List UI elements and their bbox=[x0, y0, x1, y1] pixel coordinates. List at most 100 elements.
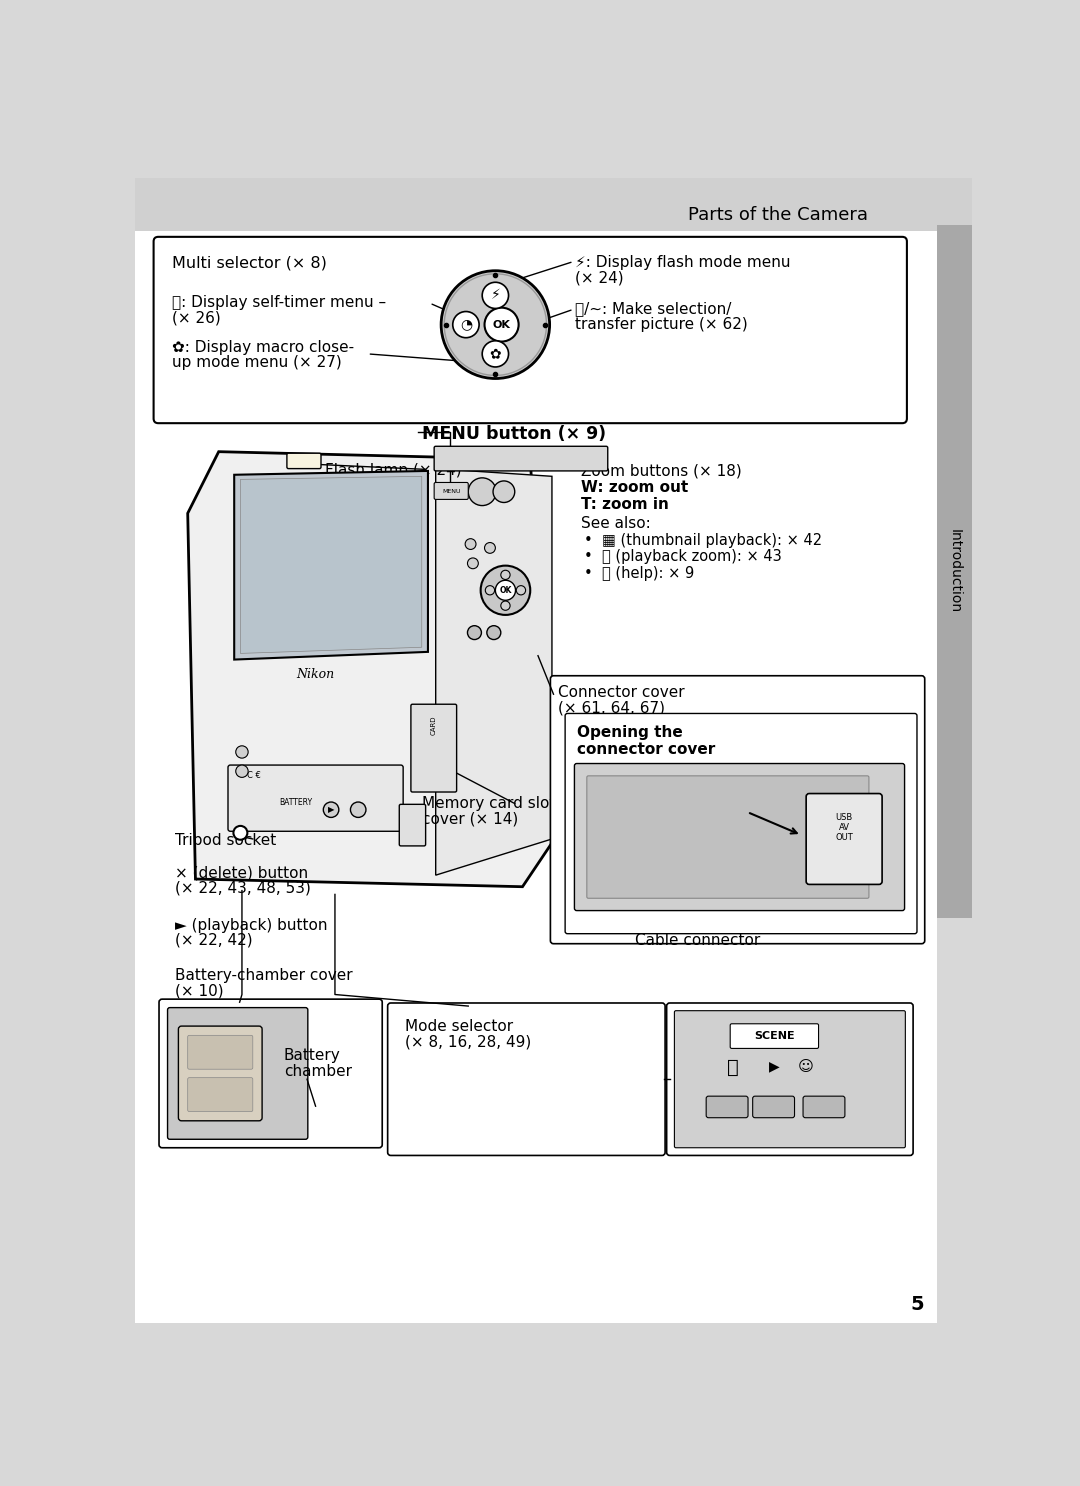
FancyBboxPatch shape bbox=[434, 483, 469, 499]
FancyBboxPatch shape bbox=[188, 1036, 253, 1070]
Polygon shape bbox=[241, 477, 422, 654]
Circle shape bbox=[468, 557, 478, 569]
Circle shape bbox=[496, 580, 515, 600]
Circle shape bbox=[468, 626, 482, 639]
Circle shape bbox=[481, 566, 530, 615]
FancyBboxPatch shape bbox=[551, 676, 924, 944]
Text: ▶: ▶ bbox=[769, 1060, 780, 1073]
Text: Introduction: Introduction bbox=[947, 529, 961, 614]
Text: cover (× 14): cover (× 14) bbox=[422, 811, 518, 826]
Text: (× 26): (× 26) bbox=[172, 311, 221, 325]
Text: Memory card slot: Memory card slot bbox=[422, 796, 555, 811]
Circle shape bbox=[487, 626, 501, 639]
Text: up mode menu (× 27): up mode menu (× 27) bbox=[172, 355, 342, 370]
Text: (× 8, 16, 28, 49): (× 8, 16, 28, 49) bbox=[405, 1034, 531, 1049]
Text: W: zoom out: W: zoom out bbox=[581, 480, 688, 495]
Text: (× 22, 42): (× 22, 42) bbox=[175, 933, 253, 948]
Text: Zoom buttons (× 18): Zoom buttons (× 18) bbox=[581, 464, 741, 478]
Circle shape bbox=[485, 308, 518, 342]
Polygon shape bbox=[188, 452, 554, 887]
FancyBboxPatch shape bbox=[706, 1097, 748, 1117]
Circle shape bbox=[494, 481, 515, 502]
Text: chamber: chamber bbox=[284, 1064, 352, 1079]
FancyBboxPatch shape bbox=[388, 1003, 665, 1156]
FancyBboxPatch shape bbox=[575, 764, 905, 911]
FancyBboxPatch shape bbox=[178, 1027, 262, 1120]
Text: OK: OK bbox=[499, 585, 512, 594]
Circle shape bbox=[235, 746, 248, 758]
Text: × (delete) button: × (delete) button bbox=[175, 865, 309, 880]
Text: Parts of the Camera: Parts of the Camera bbox=[688, 207, 868, 224]
Circle shape bbox=[485, 542, 496, 553]
Circle shape bbox=[453, 312, 480, 337]
Text: See also:: See also: bbox=[581, 516, 650, 531]
Text: ☺: ☺ bbox=[797, 1058, 813, 1073]
Text: Battery-chamber cover: Battery-chamber cover bbox=[175, 969, 353, 984]
Text: •  ❓ (help): × 9: • ❓ (help): × 9 bbox=[584, 566, 694, 581]
Circle shape bbox=[469, 478, 496, 505]
FancyBboxPatch shape bbox=[806, 794, 882, 884]
Text: •  ▦ (thumbnail playback): × 42: • ▦ (thumbnail playback): × 42 bbox=[584, 532, 823, 547]
Text: ✿: ✿ bbox=[489, 346, 501, 361]
Circle shape bbox=[485, 585, 495, 594]
Text: Mode selector: Mode selector bbox=[405, 1019, 513, 1034]
Circle shape bbox=[233, 826, 247, 840]
Circle shape bbox=[350, 802, 366, 817]
Text: USB
AV
OUT: USB AV OUT bbox=[835, 813, 853, 843]
FancyBboxPatch shape bbox=[159, 999, 382, 1147]
Circle shape bbox=[482, 340, 509, 367]
Text: Battery: Battery bbox=[284, 1049, 340, 1064]
FancyBboxPatch shape bbox=[804, 1097, 845, 1117]
FancyBboxPatch shape bbox=[135, 178, 972, 230]
FancyBboxPatch shape bbox=[167, 1008, 308, 1140]
Text: Opening the: Opening the bbox=[577, 725, 683, 740]
FancyBboxPatch shape bbox=[287, 453, 321, 468]
Text: 5: 5 bbox=[910, 1294, 924, 1314]
Text: 📷: 📷 bbox=[728, 1058, 739, 1077]
Text: ⌛: Display self-timer menu –: ⌛: Display self-timer menu – bbox=[172, 296, 387, 311]
Circle shape bbox=[482, 282, 509, 309]
FancyBboxPatch shape bbox=[730, 1024, 819, 1049]
Text: transfer picture (× 62): transfer picture (× 62) bbox=[576, 317, 748, 331]
Text: Multi selector (× 8): Multi selector (× 8) bbox=[172, 256, 327, 270]
FancyBboxPatch shape bbox=[666, 1003, 913, 1156]
Text: C €: C € bbox=[246, 771, 260, 780]
Text: ▶: ▶ bbox=[328, 805, 335, 814]
Text: Tripod socket: Tripod socket bbox=[175, 832, 276, 849]
Circle shape bbox=[235, 765, 248, 777]
Circle shape bbox=[501, 571, 510, 580]
Text: •  ⌕ (playback zoom): × 43: • ⌕ (playback zoom): × 43 bbox=[584, 550, 782, 565]
Text: CARD: CARD bbox=[430, 715, 436, 734]
FancyBboxPatch shape bbox=[400, 804, 426, 846]
Text: ⚡: Display flash mode menu: ⚡: Display flash mode menu bbox=[576, 256, 791, 270]
Circle shape bbox=[516, 585, 526, 594]
Text: Connector cover: Connector cover bbox=[558, 685, 685, 700]
Circle shape bbox=[465, 539, 476, 550]
Text: connector cover: connector cover bbox=[577, 742, 715, 756]
FancyBboxPatch shape bbox=[135, 178, 937, 1323]
Text: MENU button (× 9): MENU button (× 9) bbox=[422, 425, 606, 443]
Polygon shape bbox=[435, 468, 552, 875]
Text: Ⓢ/∼: Make selection/: Ⓢ/∼: Make selection/ bbox=[576, 302, 731, 317]
Text: ✿: Display macro close-: ✿: Display macro close- bbox=[172, 340, 354, 355]
Text: ► (playback) button: ► (playback) button bbox=[175, 917, 328, 933]
Circle shape bbox=[323, 802, 339, 817]
FancyBboxPatch shape bbox=[565, 713, 917, 933]
FancyBboxPatch shape bbox=[586, 776, 869, 898]
Text: Nikon: Nikon bbox=[297, 669, 335, 682]
Text: (× 24): (× 24) bbox=[576, 270, 624, 285]
Text: T: zoom in: T: zoom in bbox=[581, 498, 669, 513]
FancyBboxPatch shape bbox=[753, 1097, 795, 1117]
FancyBboxPatch shape bbox=[410, 704, 457, 792]
FancyBboxPatch shape bbox=[674, 1010, 905, 1147]
FancyBboxPatch shape bbox=[188, 1077, 253, 1112]
Text: (× 22, 43, 48, 53): (× 22, 43, 48, 53) bbox=[175, 881, 311, 896]
Text: Monitor (× 6): Monitor (× 6) bbox=[291, 490, 392, 505]
Circle shape bbox=[441, 270, 550, 379]
Text: Cable connector: Cable connector bbox=[635, 933, 760, 948]
Text: BATTERY: BATTERY bbox=[280, 798, 313, 807]
Text: MENU: MENU bbox=[442, 489, 460, 495]
FancyBboxPatch shape bbox=[228, 765, 403, 831]
FancyBboxPatch shape bbox=[153, 236, 907, 424]
FancyBboxPatch shape bbox=[434, 446, 608, 471]
